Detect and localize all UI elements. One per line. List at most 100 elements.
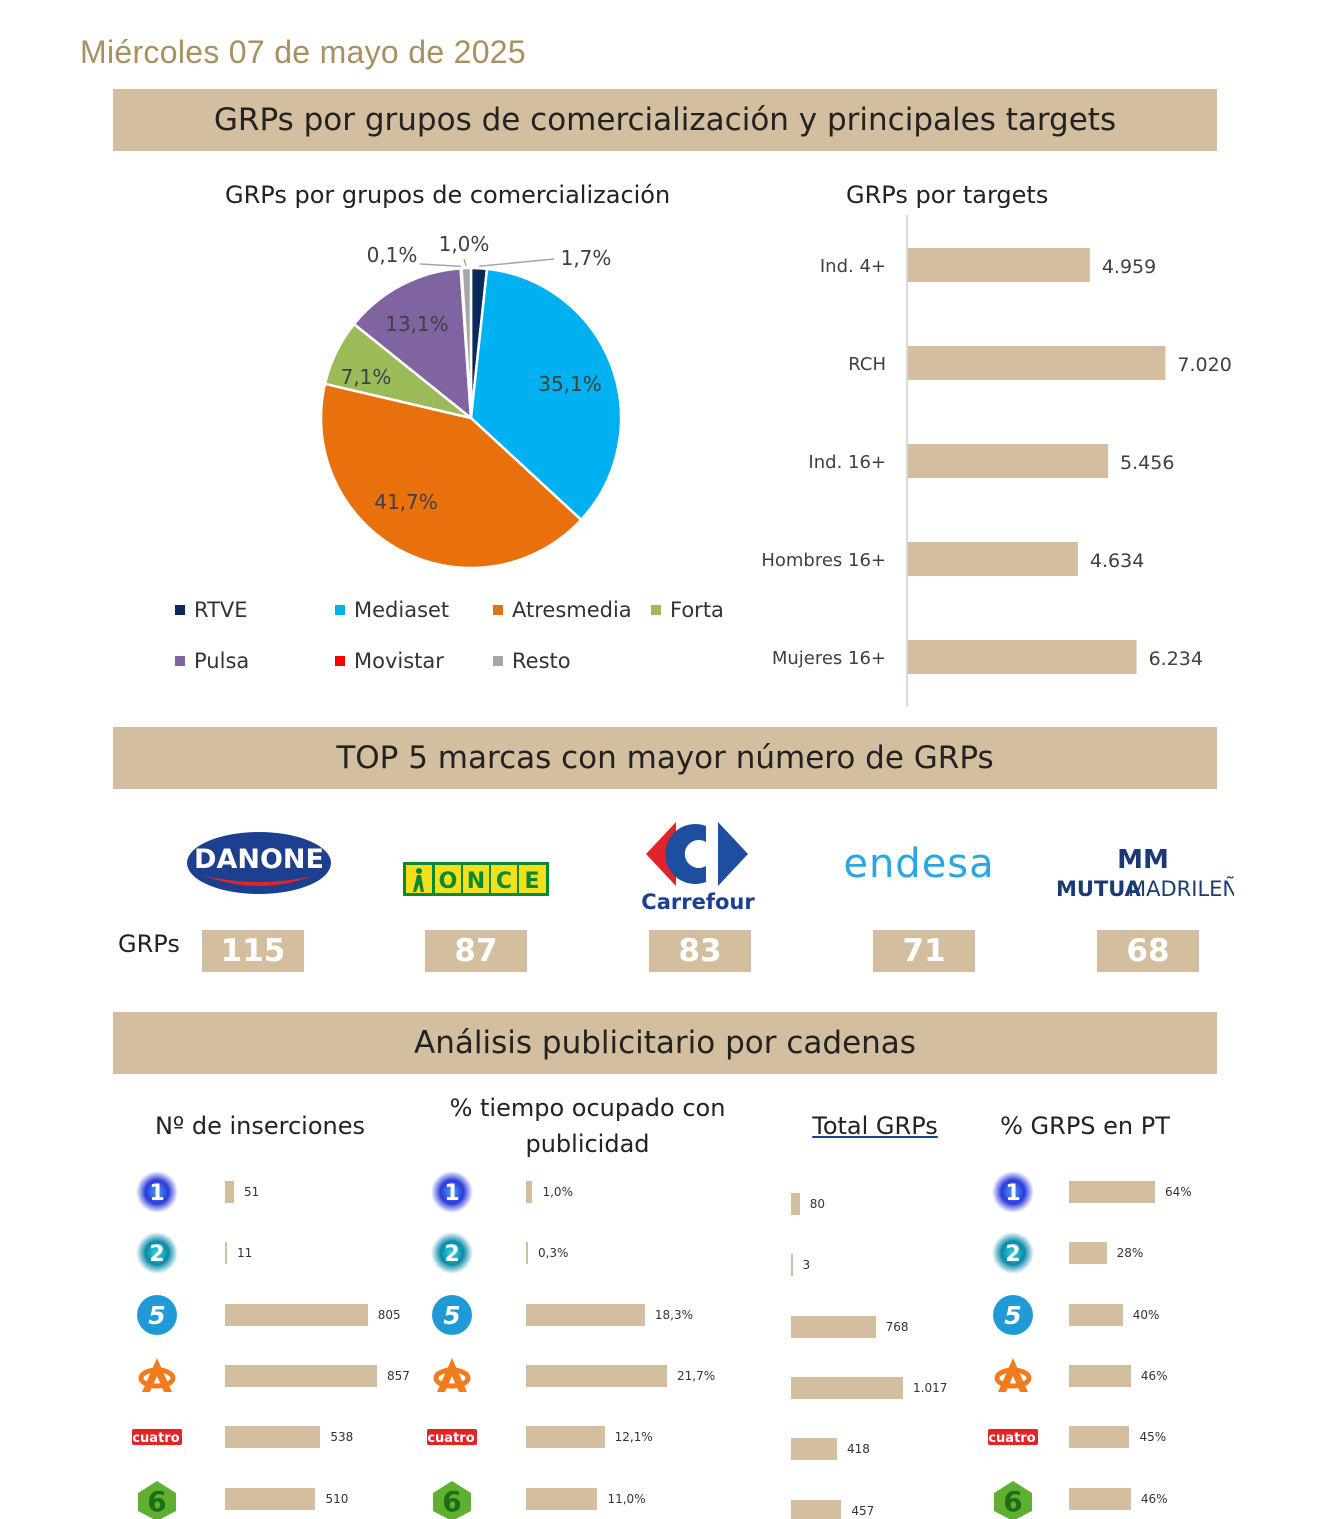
legend-swatch-mediaset xyxy=(335,605,345,615)
target-category-label: Mujeres 16+ xyxy=(772,648,886,669)
target-value-label: 6.234 xyxy=(1149,648,1203,670)
legend-label-forta: Forta xyxy=(670,598,724,622)
svg-text:1: 1 xyxy=(149,1181,164,1206)
telecinco-logo: 5 xyxy=(432,1295,472,1335)
legend-label-pulsa: Pulsa xyxy=(194,649,250,673)
antena3-logo xyxy=(994,1358,1032,1392)
grp-value-endesa: 71 xyxy=(873,930,975,972)
grp-value-once: 87 xyxy=(425,930,527,972)
bar-inserciones xyxy=(225,1242,227,1264)
target-category-label: Hombres 16+ xyxy=(761,550,886,571)
svg-text:MM: MM xyxy=(1117,845,1169,875)
svg-text:MADRILEÑA: MADRILEÑA xyxy=(1128,875,1234,901)
bar-tiempo xyxy=(526,1242,528,1264)
lasexta-logo: 6 xyxy=(138,1481,176,1519)
legend-item-rtve: RTVE xyxy=(175,598,248,622)
report-date: Miércoles 07 de mayo de 2025 xyxy=(80,34,526,70)
svg-text:cuatro: cuatro xyxy=(427,1431,474,1446)
bar-value-tiempo: 1,0% xyxy=(542,1185,573,1199)
col-title-total: Total GRPs xyxy=(812,1112,938,1140)
bar-value-tiempo: 11,0% xyxy=(607,1492,646,1506)
bar-total xyxy=(791,1316,876,1338)
section-banner-grps: GRPs por grupos de comercialización y pr… xyxy=(113,89,1217,151)
col-title-inserciones: Nº de inserciones xyxy=(154,1112,366,1140)
bar-tiempo xyxy=(526,1426,605,1448)
bar-total xyxy=(791,1193,800,1215)
bar-inserciones xyxy=(225,1365,377,1387)
pie-label-forta: 7,1% xyxy=(341,365,392,389)
targets-bar-chart: Ind. 4+ 4.959 RCH 7.020 Ind. 16+ 5.456 Hombres… xyxy=(761,215,1232,707)
bar-value-tiempo: 18,3% xyxy=(654,1308,694,1322)
la1-logo: 1 xyxy=(136,1171,178,1213)
antena3-logo xyxy=(433,1358,471,1392)
col-title-tiempo: % tiempo ocupado con publicidad xyxy=(420,1090,755,1162)
carrefour-logo: Carrefour xyxy=(630,818,766,914)
bar-inserciones xyxy=(225,1488,316,1510)
bar-value-pt: 45% xyxy=(1139,1430,1167,1444)
legend-label-rtve: RTVE xyxy=(194,598,248,622)
pie-chart: 1,7% 35,1% 41,7% 7,1% 13,1% 0,1% 1,0% xyxy=(319,232,623,570)
endesa-logo: endesa xyxy=(843,840,995,890)
svg-text:C: C xyxy=(496,869,512,894)
cuatro-logo: cuatro xyxy=(132,1429,182,1446)
bar-value-total: 80 xyxy=(809,1197,826,1211)
target-value-label: 4.959 xyxy=(1102,256,1156,278)
legend-swatch-rtve xyxy=(175,605,185,615)
col-title-tiempo-line2: publicidad xyxy=(525,1130,650,1158)
svg-text:endesa: endesa xyxy=(843,841,994,887)
grps-row-label: GRPs xyxy=(118,930,180,958)
target-bar-4 xyxy=(908,640,1137,674)
section-banner-top5: TOP 5 marcas con mayor número de GRPs xyxy=(113,727,1217,789)
bar-pt xyxy=(1069,1426,1130,1448)
bar-value-total: 768 xyxy=(885,1320,909,1334)
legend-swatch-pulsa xyxy=(175,656,185,666)
cuatro-logo: cuatro xyxy=(988,1429,1038,1446)
lasexta-logo: 6 xyxy=(433,1481,471,1519)
legend-label-atresmedia: Atresmedia xyxy=(512,598,632,622)
grp-value-danone: 115 xyxy=(202,930,304,972)
bar-tiempo xyxy=(526,1304,645,1326)
legend-item-resto: Resto xyxy=(493,649,571,673)
svg-text:5: 5 xyxy=(443,1301,460,1330)
col-title-tiempo-line1: % tiempo ocupado con xyxy=(449,1094,726,1122)
svg-text:DANONE: DANONE xyxy=(194,844,324,875)
lasexta-logo: 6 xyxy=(994,1481,1032,1519)
grp-value-carrefour: 83 xyxy=(649,930,751,972)
legend-swatch-forta xyxy=(651,605,661,615)
bar-tiempo xyxy=(526,1488,598,1510)
bar-value-total: 1.017 xyxy=(913,1381,948,1395)
bar-tiempo xyxy=(526,1365,667,1387)
svg-text:1: 1 xyxy=(444,1181,459,1206)
bar-chart-title: GRPs por targets xyxy=(846,181,1049,209)
bar-value-total: 457 xyxy=(851,1504,875,1518)
bar-total xyxy=(791,1438,838,1460)
target-category-label: Ind. 4+ xyxy=(820,256,886,277)
pie-label-movistar: 0,1% xyxy=(367,243,418,267)
bar-value-tiempo: 0,3% xyxy=(537,1246,569,1260)
la1-logo: 1 xyxy=(992,1171,1034,1213)
pie-label-mediaset: 35,1% xyxy=(538,372,602,396)
bar-value-pt: 46% xyxy=(1140,1492,1168,1506)
svg-text:6: 6 xyxy=(442,1485,461,1518)
grp-value-mutua: 68 xyxy=(1097,930,1199,972)
la2-logo: 2 xyxy=(136,1232,178,1274)
pie-label-rtve: 1,7% xyxy=(561,246,612,270)
svg-text:cuatro: cuatro xyxy=(132,1431,179,1446)
target-value-label: 4.634 xyxy=(1090,550,1144,572)
legend-label-movistar: Movistar xyxy=(354,649,444,673)
target-bar-1 xyxy=(908,346,1166,380)
svg-text:2: 2 xyxy=(149,1242,164,1267)
antena3-logo xyxy=(138,1358,176,1392)
svg-text:6: 6 xyxy=(147,1485,166,1518)
bar-value-inserciones: 51 xyxy=(244,1185,260,1199)
pie-label-resto: 1,0% xyxy=(439,232,490,256)
legend-item-pulsa: Pulsa xyxy=(175,649,249,673)
svg-text:2: 2 xyxy=(1005,1242,1020,1267)
legend-swatch-atresmedia xyxy=(493,605,503,615)
legend-label-resto: Resto xyxy=(512,649,571,673)
once-logo: O N C E xyxy=(403,862,549,896)
target-category-label: RCH xyxy=(848,354,886,375)
section-banner-cadenas: Análisis publicitario por cadenas xyxy=(113,1012,1217,1074)
pie-slice-mediaset xyxy=(469,267,623,522)
bar-value-tiempo: 12,1% xyxy=(614,1430,653,1444)
